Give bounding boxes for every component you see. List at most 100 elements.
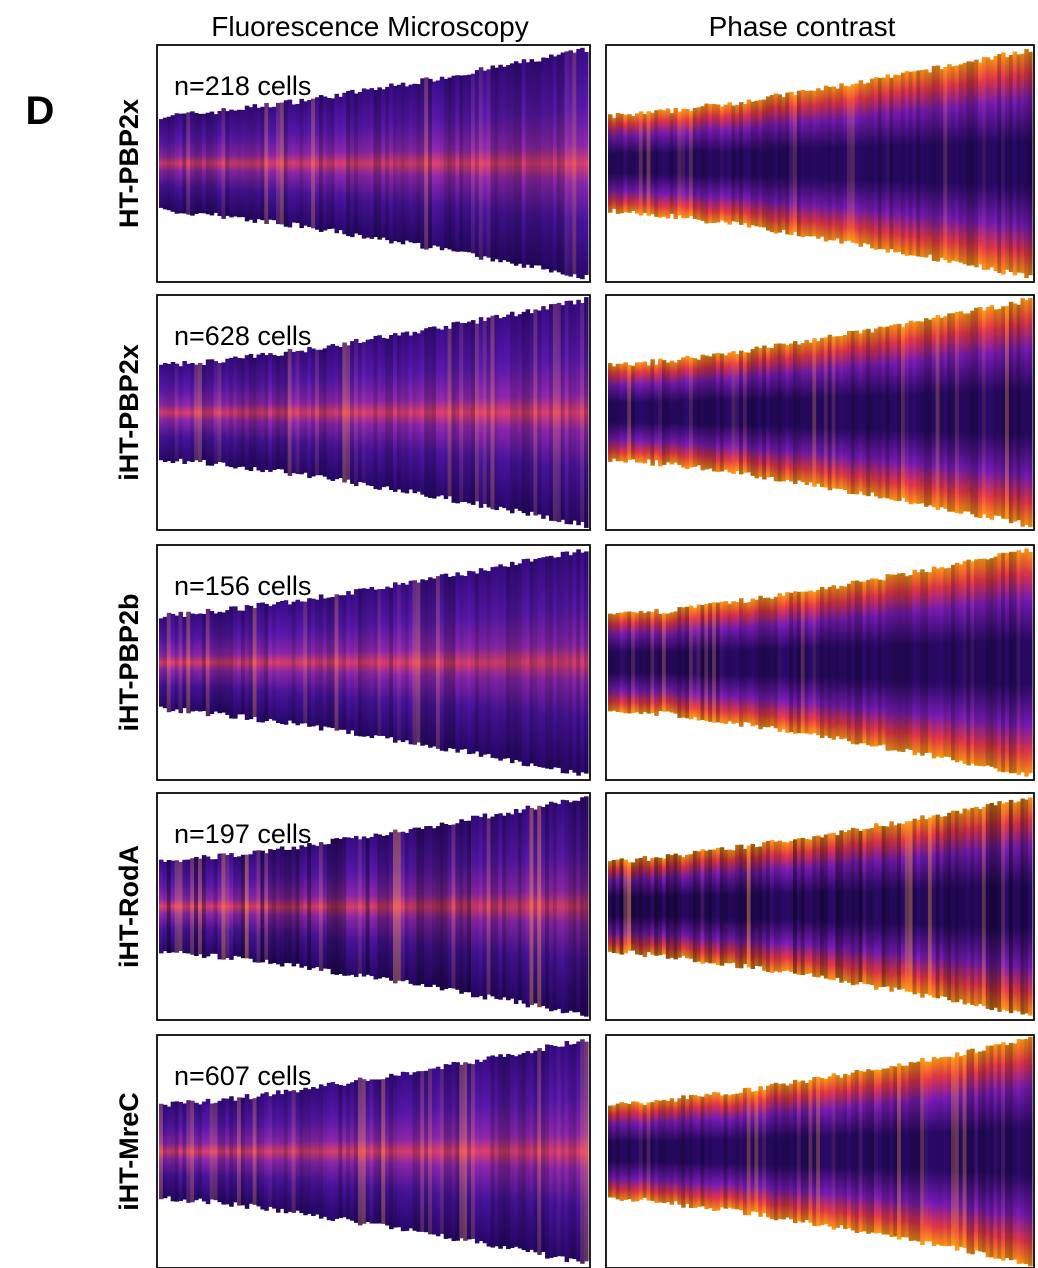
cell-stripe <box>529 1053 534 1250</box>
cell-stripe <box>432 326 437 499</box>
stripe-shade <box>823 589 829 736</box>
cell-stripe <box>665 613 671 712</box>
cell-stripe <box>712 602 717 723</box>
cell-stripe <box>162 363 168 462</box>
cell-stripe <box>688 854 694 959</box>
cell-stripe <box>510 63 515 264</box>
cell-stripe <box>272 604 277 721</box>
cell-stripe <box>194 364 199 461</box>
stripe-shade <box>510 561 515 764</box>
stripe-shade <box>900 1065 906 1238</box>
stripe-shade <box>537 61 542 266</box>
stripe-shade <box>828 833 832 979</box>
cell-stripe <box>646 611 651 714</box>
cell-stripe <box>808 1080 813 1223</box>
cell-stripe <box>1001 52 1006 275</box>
cell-stripe <box>615 363 621 462</box>
stripe-shade <box>389 335 394 490</box>
cell-stripe <box>673 107 678 220</box>
cell-stripe <box>858 830 863 983</box>
cell-stripe <box>408 335 414 490</box>
cell-stripe <box>455 1062 460 1241</box>
cell-stripe <box>471 1064 476 1239</box>
cell-stripe <box>835 835 840 978</box>
cell-stripe <box>1016 550 1022 775</box>
cell-stripe <box>870 1070 875 1233</box>
stripe-shade <box>611 118 617 209</box>
stripe-shade <box>696 851 702 962</box>
stripe-shade <box>935 568 941 757</box>
cell-stripe <box>435 328 441 497</box>
stripe-shade <box>428 1068 433 1235</box>
cell-stripe <box>412 83 417 244</box>
cell-stripe <box>885 1068 890 1235</box>
cell-stripe <box>727 1095 732 1208</box>
stripe-shade <box>435 826 441 987</box>
cell-stripe <box>299 601 304 724</box>
row-label: iHT-PBP2b <box>114 593 144 731</box>
cell-stripe <box>451 75 456 252</box>
stripe-shade <box>240 854 246 959</box>
cell-stripe <box>804 1082 810 1221</box>
stripe-shade <box>357 342 363 483</box>
cell-stripe <box>564 1041 570 1262</box>
stripe-shade <box>322 844 328 969</box>
cell-stripe <box>927 1061 933 1242</box>
cell-stripe <box>533 1050 538 1253</box>
stripe-shade <box>746 1087 752 1216</box>
stripe-shade <box>166 363 172 462</box>
cell-stripe <box>276 602 281 723</box>
cell-stripe <box>823 834 829 979</box>
cell-stripe <box>831 86 837 241</box>
cell-stripe <box>178 1102 183 1201</box>
cell-stripe <box>735 602 740 723</box>
stripe-shade <box>981 558 987 767</box>
stripe-shade <box>287 349 293 476</box>
cell-stripe <box>669 612 675 713</box>
cell-stripe <box>295 849 300 964</box>
cell-stripe <box>1024 300 1029 525</box>
stripe-shade <box>381 1079 386 1224</box>
stripe-shade <box>835 88 840 239</box>
cell-stripe <box>816 835 821 978</box>
cell-stripe <box>572 552 577 773</box>
cell-stripe <box>435 826 441 987</box>
cell-stripe <box>447 576 453 749</box>
cell-stripe <box>159 364 164 461</box>
cell-stripe <box>272 354 277 471</box>
cell-stripe <box>920 69 925 258</box>
stripe-shade <box>974 559 979 766</box>
cell-stripe <box>322 348 328 477</box>
cell-stripe <box>727 849 732 964</box>
stripe-shade <box>218 854 223 960</box>
stripe-shade <box>881 580 887 745</box>
stripe-shade <box>723 104 729 223</box>
stripe-shade <box>751 599 755 727</box>
cell-stripe <box>326 844 332 969</box>
cell-stripe <box>677 855 682 958</box>
stripe-shade <box>820 837 825 976</box>
stripe-shade <box>958 64 964 263</box>
stripe-shade <box>966 559 971 766</box>
cell-stripe <box>537 805 542 1008</box>
cell-stripe <box>576 800 581 1013</box>
cell-stripe <box>997 801 1002 1012</box>
stripe-shade <box>712 602 717 723</box>
stripe-shade <box>233 110 238 217</box>
stripe-shade <box>396 584 402 741</box>
cell-stripe <box>862 83 867 244</box>
stripe-shade <box>240 358 246 467</box>
cell-stripe <box>478 817 484 996</box>
cell-stripe <box>396 84 402 243</box>
stripe-shade <box>565 1041 570 1262</box>
cell-stripe <box>233 1100 238 1203</box>
cell-stripe <box>244 854 250 959</box>
stripe-shade <box>608 1105 613 1198</box>
stripe-shade <box>913 71 917 255</box>
cell-stripe <box>400 82 406 245</box>
cell-stripe <box>669 1098 675 1205</box>
cell-stripe <box>459 1064 464 1239</box>
cell-stripe <box>712 103 717 224</box>
stripe-shade <box>827 586 833 739</box>
cell-stripe <box>276 102 281 225</box>
